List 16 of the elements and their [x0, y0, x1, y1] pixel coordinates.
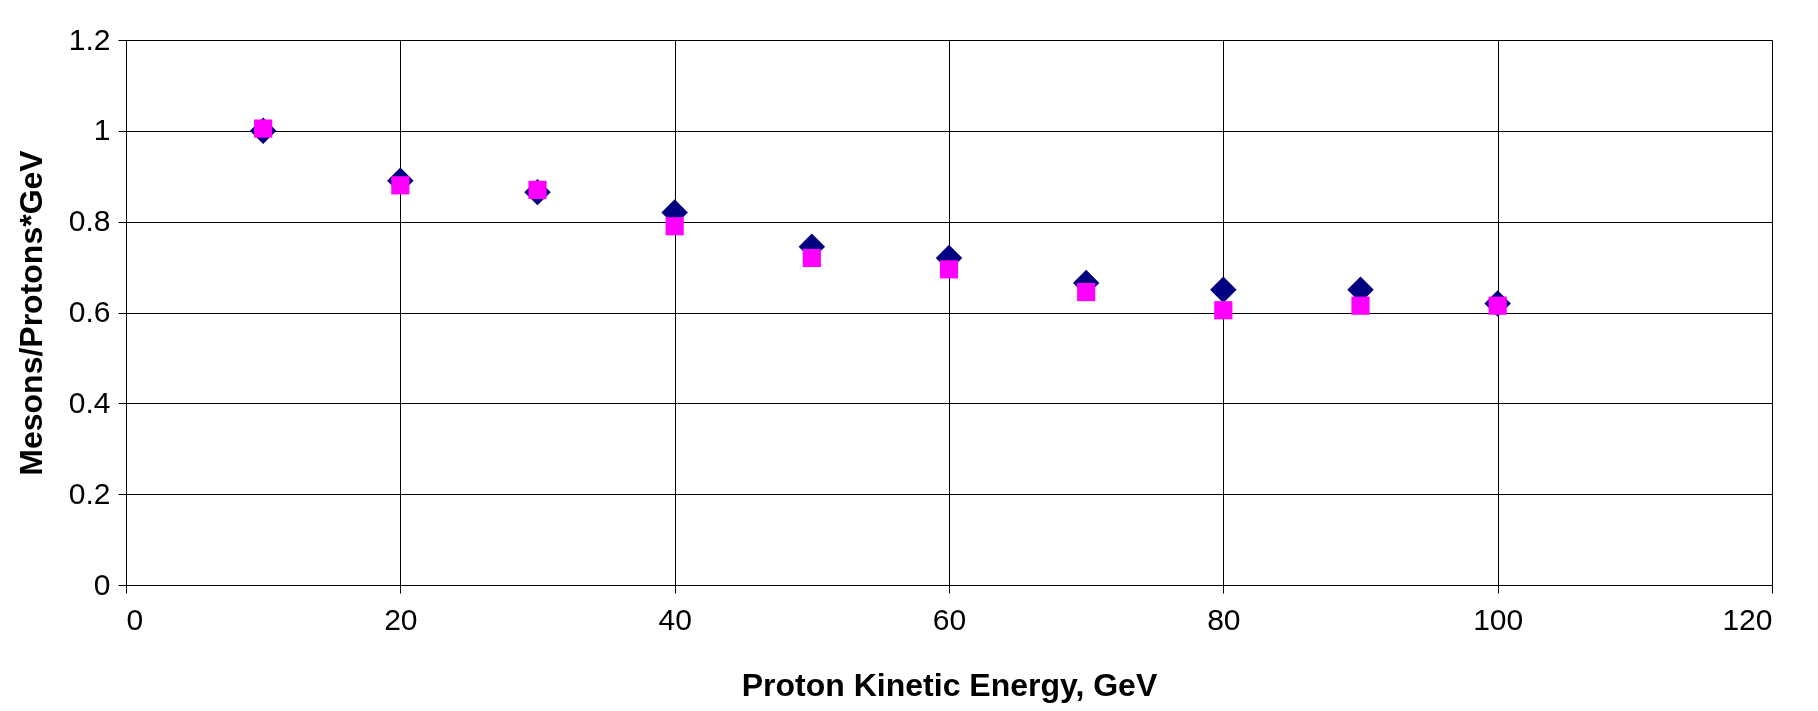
x-tick-label: 40 [658, 602, 692, 636]
x-axis-title: Proton Kinetic Energy, GeV [741, 666, 1158, 703]
x-tick-label: 20 [384, 602, 418, 636]
x-tick-label: 100 [1473, 602, 1524, 636]
x-tick-label: 60 [932, 602, 967, 636]
x-tick-label: 80 [1207, 602, 1241, 636]
x-tick-label: 0 [126, 602, 144, 636]
x-tick-label: 120 [1722, 602, 1773, 636]
y-axis-title: Mesons/Protons*GeV [12, 149, 49, 476]
y-tick-label: 0.6 [68, 295, 111, 328]
y-tick-label: 0.4 [68, 385, 111, 419]
y-tick-label: 0.2 [68, 476, 111, 510]
y-tick-label: 0.8 [68, 204, 111, 238]
y-tick-label: 1.2 [68, 22, 111, 56]
y-tick-label: 0 [93, 567, 111, 601]
y-tick-label: 1 [93, 113, 111, 147]
